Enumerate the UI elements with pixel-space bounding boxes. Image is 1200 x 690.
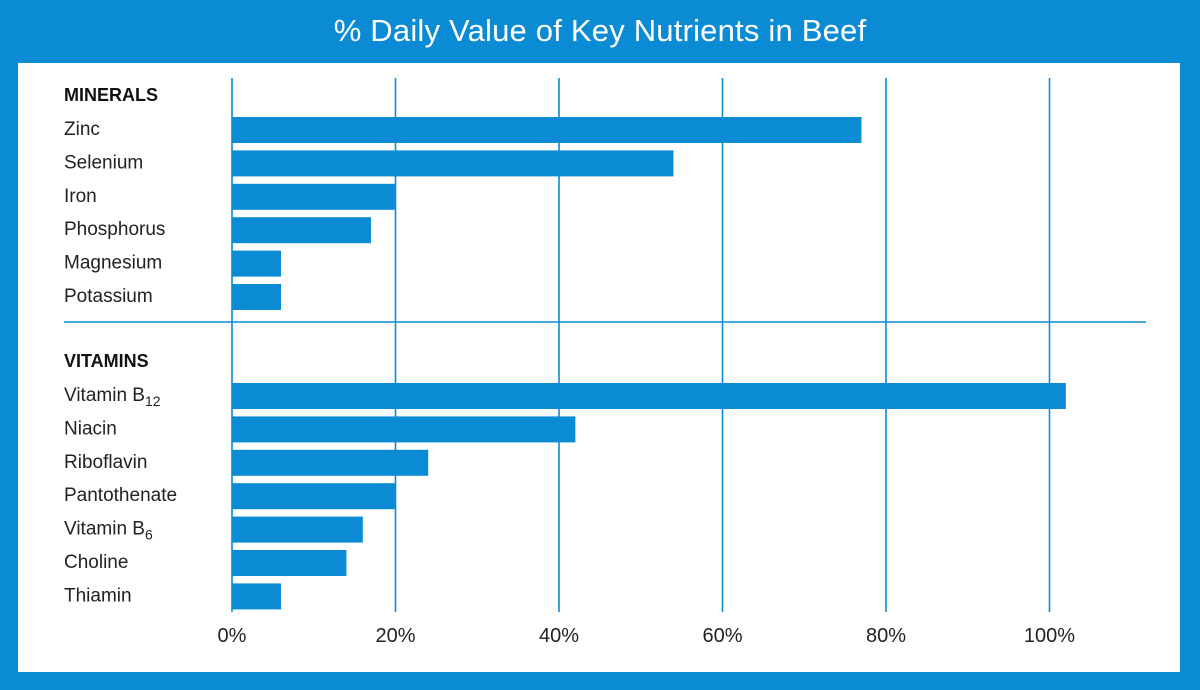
category-label: Pantothenate (64, 485, 177, 506)
x-tick-label: 60% (702, 625, 742, 647)
bar-potassium (232, 284, 282, 310)
group-header-minerals: MINERALS (64, 85, 158, 105)
x-tick-label: 0% (218, 625, 247, 647)
category-label: Niacin (64, 418, 117, 439)
category-label: Riboflavin (64, 452, 147, 473)
category-label: Vitamin B12 (64, 385, 161, 409)
bar-selenium (232, 150, 674, 177)
bar-niacin (232, 416, 576, 443)
bar-iron (232, 183, 396, 210)
x-tick-label: 100% (1024, 625, 1075, 647)
category-label: Vitamin B6 (64, 519, 153, 543)
x-tick-label: 40% (539, 625, 579, 647)
bar-thiamin (232, 583, 282, 610)
category-label: Zinc (64, 119, 100, 140)
bar-riboflavin (232, 449, 429, 476)
group-header-vitamins: VITAMINS (64, 351, 149, 371)
x-tick-label: 20% (375, 625, 415, 647)
category-label: Phosphorus (64, 219, 165, 240)
category-label: Iron (64, 186, 97, 207)
x-tick-label: 80% (866, 625, 906, 647)
bar-choline (232, 550, 347, 576)
bar-vitamin-b6 (232, 516, 363, 543)
bar-magnesium (232, 250, 282, 277)
category-label: Choline (64, 552, 128, 573)
category-label: Magnesium (64, 253, 162, 274)
category-label: Selenium (64, 152, 143, 173)
bar-vitamin-b12 (232, 383, 1066, 409)
chart-title: % Daily Value of Key Nutrients in Beef (333, 13, 867, 48)
bar-phosphorus (232, 217, 371, 244)
category-label: Potassium (64, 286, 153, 307)
bar-pantothenate (232, 483, 396, 510)
bar-zinc (232, 117, 862, 143)
category-label: Thiamin (64, 585, 132, 606)
